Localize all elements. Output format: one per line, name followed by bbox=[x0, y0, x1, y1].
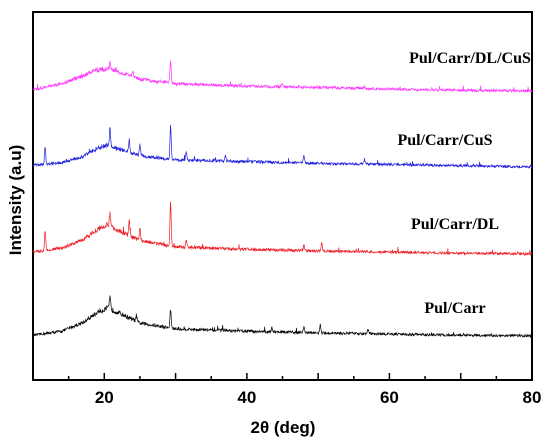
series-line-3 bbox=[32, 124, 533, 170]
x-tick-label: 80 bbox=[523, 388, 542, 407]
x-tick-label: 60 bbox=[380, 388, 399, 407]
series-label-4: Pul/Carr/DL/CuS bbox=[409, 50, 531, 67]
series-label-1: Pul/Carr bbox=[424, 300, 485, 317]
series-line-4 bbox=[32, 60, 533, 94]
x-axis-title: 2θ (deg) bbox=[251, 418, 316, 437]
series-line-1 bbox=[32, 295, 533, 339]
x-tick-label: 40 bbox=[237, 388, 256, 407]
series-line-2 bbox=[32, 201, 533, 256]
series-label-2: Pul/Carr/DL bbox=[411, 216, 499, 233]
x-tick-label: 20 bbox=[95, 388, 114, 407]
y-axis-title: Intensity (a.u) bbox=[6, 145, 25, 256]
series-label-3: Pul/Carr/CuS bbox=[397, 132, 492, 149]
